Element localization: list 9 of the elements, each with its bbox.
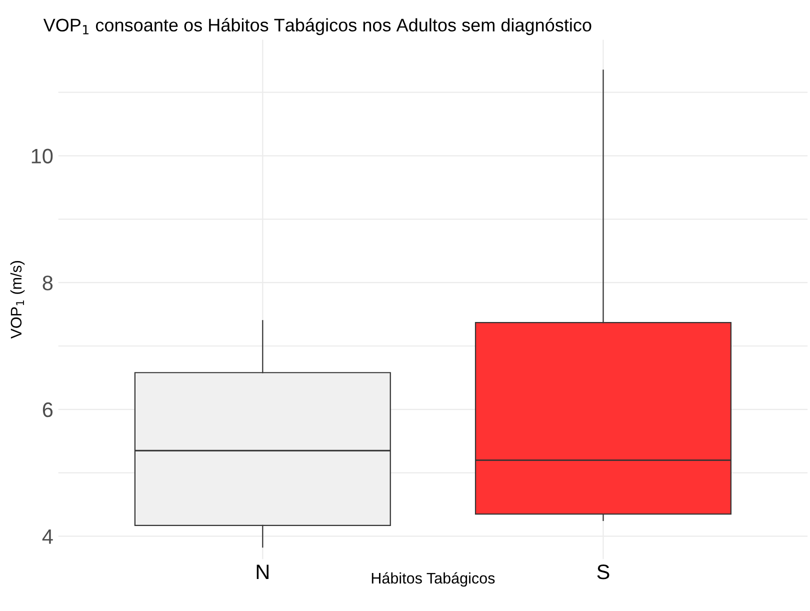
x-tick-label: N xyxy=(256,564,268,580)
x-tick-label: S xyxy=(597,564,610,580)
y-tick-label: 8 xyxy=(42,276,53,290)
y-tick-label: 6 xyxy=(42,402,53,418)
chart-title: VOP$_{1}$ consoante os Hábitos Tabágicos nos Adultos sem diagnóstico xyxy=(43,18,592,36)
y-axis-title: VOP$_{1}$ (m/s) xyxy=(10,261,25,339)
y-tick-label: 10 xyxy=(32,148,53,164)
x-axis-title: Hábitos Tabágicos xyxy=(372,572,495,587)
y-tick-label: 4 xyxy=(42,529,53,544)
